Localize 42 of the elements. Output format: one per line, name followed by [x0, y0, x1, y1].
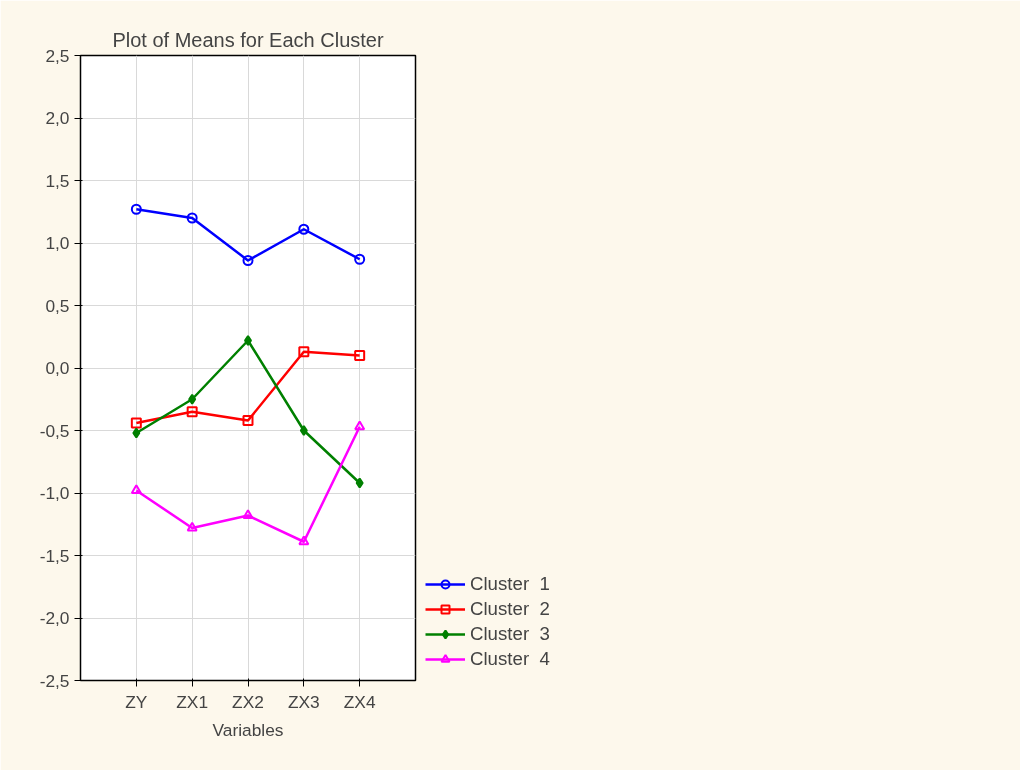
point: [354, 253, 366, 265]
y-tick-label: 2,5: [45, 45, 70, 66]
x-axis-title: Variables: [212, 719, 284, 740]
point: [130, 417, 142, 429]
y-tick-label: 0,5: [45, 295, 70, 316]
y-tick-label: -1,5: [39, 545, 70, 566]
point: [298, 346, 310, 358]
point: [354, 350, 366, 361]
point: [244, 335, 252, 346]
point: [186, 212, 198, 224]
legend-label: Cluster 4: [470, 648, 550, 670]
point: [188, 393, 197, 405]
point: [242, 415, 254, 426]
y-tick-label: -2,5: [39, 670, 70, 691]
point: [354, 420, 366, 431]
x-tick-label: ZX3: [287, 691, 320, 712]
point: [355, 477, 364, 489]
point: [242, 509, 254, 520]
y-tick-label: 2,0: [45, 108, 70, 128]
y-tick-label: 0,0: [45, 358, 70, 378]
point: [298, 223, 310, 235]
point: [242, 255, 254, 266]
point: [130, 484, 142, 495]
point: [130, 203, 142, 215]
x-tick-label: ZY: [125, 691, 148, 712]
point: [132, 427, 141, 439]
y-tick-label: -1,0: [39, 483, 70, 503]
x-tick-label: ZX1: [176, 691, 209, 712]
point: [186, 521, 198, 532]
y-tick-label: -0,5: [39, 420, 70, 441]
point: [298, 535, 310, 546]
x-tick-label: ZX4: [343, 691, 376, 712]
y-tick-label: -2,0: [39, 608, 70, 628]
x-tick-label: ZX2: [232, 691, 264, 712]
y-tick-label: 1,0: [45, 233, 70, 253]
point: [299, 425, 308, 436]
point: [186, 406, 198, 418]
legend-label: Cluster 1: [470, 573, 550, 595]
y-tick-label: 1,5: [45, 170, 70, 191]
legend-label: Cluster 2: [470, 598, 550, 620]
legend-label: Cluster 3: [470, 623, 550, 645]
chart-title: Plot of Means for Each Cluster: [112, 28, 384, 51]
